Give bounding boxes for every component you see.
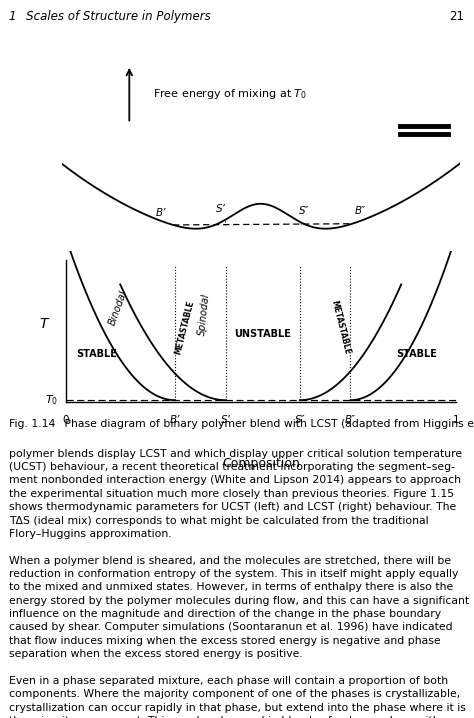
- Text: S’: S’: [220, 415, 230, 425]
- Text: STABLE: STABLE: [396, 349, 438, 359]
- Text: B″: B″: [345, 415, 356, 425]
- Text: Composition: Composition: [222, 457, 300, 470]
- Text: Fig. 1.14  Phase diagram of binary polymer blend with LCST (adapted from Higgins: Fig. 1.14 Phase diagram of binary polyme…: [9, 419, 474, 429]
- Text: S″: S″: [294, 415, 305, 425]
- Text: Binodal: Binodal: [107, 289, 129, 327]
- Text: UNSTABLE: UNSTABLE: [234, 330, 291, 340]
- Text: B’: B’: [170, 415, 180, 425]
- Text: B″: B″: [355, 207, 366, 216]
- Text: B’: B’: [156, 208, 166, 218]
- Text: METASTABLE: METASTABLE: [329, 299, 352, 355]
- Text: Free energy of mixing at $T_0$: Free energy of mixing at $T_0$: [153, 88, 307, 101]
- Text: 1  Scales of Structure in Polymers: 1 Scales of Structure in Polymers: [9, 9, 211, 23]
- Text: Spinodal: Spinodal: [197, 292, 211, 336]
- Text: polymer blends display LCST and which display upper critical solution temperatur: polymer blends display LCST and which di…: [9, 449, 470, 718]
- Text: METASTABLE: METASTABLE: [173, 299, 196, 355]
- Text: 0: 0: [62, 415, 69, 425]
- Text: 1: 1: [453, 415, 459, 425]
- Text: 21: 21: [449, 9, 465, 23]
- Text: STABLE: STABLE: [76, 349, 117, 359]
- Text: S’: S’: [216, 204, 226, 214]
- Text: $T_0$: $T_0$: [45, 393, 58, 407]
- Text: $T$: $T$: [38, 317, 50, 331]
- Text: S″: S″: [299, 206, 310, 216]
